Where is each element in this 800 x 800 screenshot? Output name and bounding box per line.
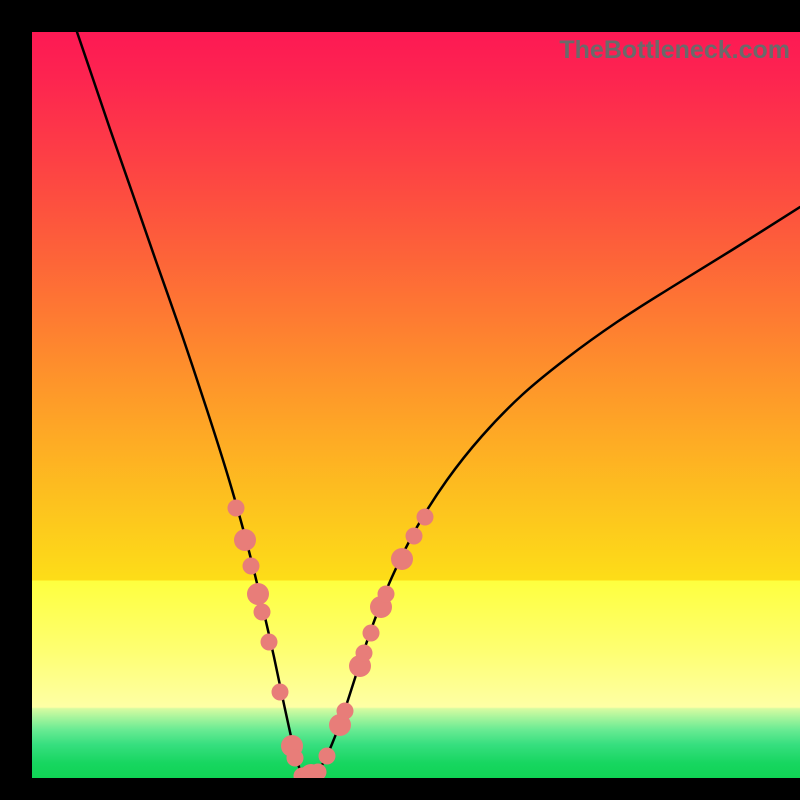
data-marker: [261, 634, 278, 651]
curve-layer: [32, 32, 800, 778]
chart-container: TheBottleneck.com: [0, 0, 800, 800]
data-marker: [406, 528, 423, 545]
data-marker: [356, 645, 373, 662]
data-marker: [247, 583, 269, 605]
plot-area: TheBottleneck.com: [32, 32, 800, 778]
data-marker: [254, 604, 271, 621]
data-marker: [319, 748, 336, 765]
bottleneck-curve: [77, 32, 800, 777]
data-marker: [363, 625, 380, 642]
data-marker: [287, 750, 304, 767]
data-marker: [337, 703, 354, 720]
data-marker: [391, 548, 413, 570]
data-marker: [272, 684, 289, 701]
data-marker: [243, 558, 260, 575]
data-marker: [417, 509, 434, 526]
data-marker: [234, 529, 256, 551]
data-marker: [378, 586, 395, 603]
watermark-text: TheBottleneck.com: [559, 36, 790, 65]
data-marker: [228, 500, 245, 517]
markers-group: [228, 500, 434, 779]
